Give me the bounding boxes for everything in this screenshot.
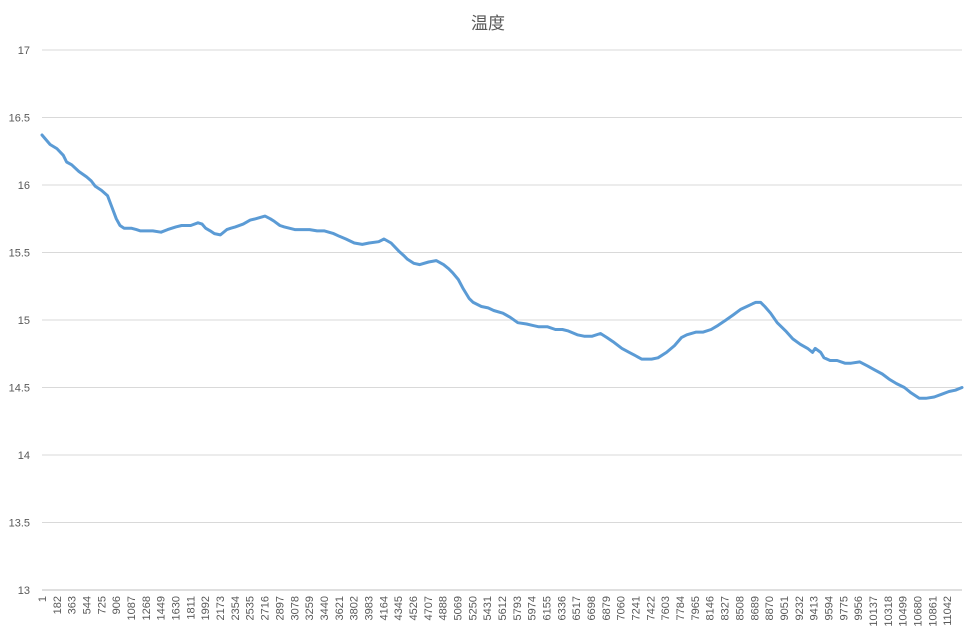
x-tick-label: 3983 [363, 596, 375, 620]
x-tick-label: 8870 [764, 596, 776, 620]
x-tick-label: 7965 [690, 596, 702, 620]
x-tick-label: 6698 [586, 596, 598, 620]
x-tick-label: 9956 [853, 596, 865, 620]
x-tick-label: 1811 [185, 596, 197, 620]
x-tick-label: 3078 [289, 596, 301, 620]
x-tick-label: 5793 [512, 596, 524, 620]
x-tick-label: 9594 [823, 596, 835, 620]
chart-title: 温度 [471, 14, 505, 34]
x-tick-label: 5250 [467, 596, 479, 620]
x-tick-label: 6336 [556, 596, 568, 620]
x-tick-label: 7241 [631, 596, 643, 620]
x-tick-label: 5612 [497, 596, 509, 620]
y-tick-label: 14.5 [9, 383, 30, 395]
y-tick-label: 13.5 [9, 518, 30, 530]
x-tick-label: 906 [111, 596, 123, 614]
y-axis-tick-labels: 13 13.5 14 14.5 15 15.5 16 16.5 17 [9, 45, 30, 597]
x-tick-label: 6155 [542, 596, 554, 620]
x-tick-label: 8689 [749, 596, 761, 620]
y-tick-label: 14 [18, 450, 30, 462]
x-tick-label: 4707 [423, 596, 435, 620]
x-tick-label: 5069 [452, 596, 464, 620]
x-tick-label: 1449 [156, 596, 168, 620]
y-tick-label: 16.5 [9, 113, 30, 125]
y-tick-label: 15.5 [9, 248, 30, 260]
x-tick-label: 5431 [482, 596, 494, 620]
series-layer [40, 133, 964, 400]
x-tick-label: 9775 [838, 596, 850, 620]
x-tick-label: 7603 [660, 596, 672, 620]
x-tick-label: 10861 [927, 596, 939, 627]
y-tick-label: 15 [18, 315, 30, 327]
x-tick-label: 2173 [215, 596, 227, 620]
x-tick-label: 2897 [274, 596, 286, 620]
y-tick-label: 13 [18, 585, 30, 597]
x-tick-label: 4526 [408, 596, 420, 620]
gridlines [42, 49, 962, 523]
x-tick-label: 544 [82, 596, 94, 614]
x-tick-label: 1087 [126, 596, 138, 620]
x-tick-label: 10499 [898, 596, 910, 627]
x-tick-label: 3802 [349, 596, 361, 620]
x-tick-label: 1630 [171, 596, 183, 620]
y-tick-label: 17 [18, 45, 30, 57]
x-tick-label: 3621 [334, 596, 346, 620]
x-tick-label: 10680 [912, 596, 924, 627]
x-tick-label: 4888 [438, 596, 450, 620]
x-tick-label: 10318 [883, 596, 895, 627]
x-tick-label: 4345 [393, 596, 405, 620]
x-tick-label: 2354 [230, 596, 242, 620]
x-tick-label: 4164 [378, 596, 390, 620]
x-tick-label: 9413 [809, 596, 821, 620]
series-line [40, 133, 964, 400]
x-tick-label: 6517 [571, 596, 583, 620]
x-tick-label: 2716 [260, 596, 272, 620]
x-tick-label: 182 [52, 596, 64, 614]
x-tick-label: 1268 [141, 596, 153, 620]
x-tick-label: 7784 [675, 596, 687, 620]
x-tick-label: 1 [37, 596, 49, 602]
x-tick-label: 10137 [868, 596, 880, 627]
x-tick-label: 11042 [942, 596, 954, 626]
x-axis-tick-labels: 1 182 363 544 725 906 1087 1268 1449 1630 1811 1992… [37, 596, 954, 627]
x-tick-label: 363 [67, 596, 79, 614]
x-tick-label: 8508 [734, 596, 746, 620]
x-tick-label: 2535 [245, 596, 257, 620]
x-tick-label: 5974 [527, 596, 539, 620]
y-tick-label: 16 [18, 180, 30, 192]
x-tick-label: 9051 [779, 596, 791, 620]
x-tick-label: 3440 [319, 596, 331, 620]
x-tick-label: 725 [96, 596, 108, 614]
x-tick-label: 8327 [720, 596, 732, 620]
x-tick-label: 7060 [616, 596, 628, 620]
x-tick-label: 8146 [705, 596, 717, 620]
x-tick-label: 6879 [601, 596, 613, 620]
x-tick-label: 7422 [645, 596, 657, 620]
x-tick-label: 1992 [200, 596, 212, 620]
x-tick-label: 9232 [794, 596, 806, 620]
x-tick-label: 3259 [304, 596, 316, 620]
